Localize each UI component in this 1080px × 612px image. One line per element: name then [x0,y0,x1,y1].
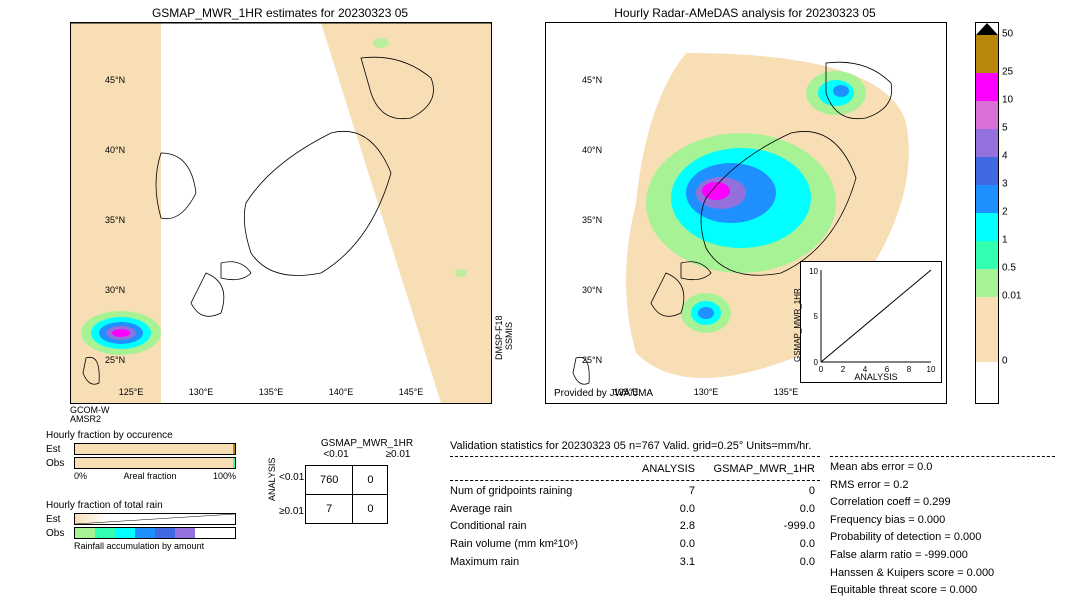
left-map-title: GSMAP_MWR_1HR estimates for 20230323 05 [70,6,490,20]
svg-text:40°N: 40°N [105,145,125,155]
right-map-provider: Provided by JWA/JMA [554,388,653,399]
left-map-panel: 125°E 130°E 135°E 140°E 145°E 45°N 40°N … [70,22,492,404]
colorbar-label: 0 [1002,356,1008,367]
val-col2: GSMAP_MWR_1HR [695,461,815,479]
colorbar-label: 10 [1002,95,1013,106]
colorbar-label: 0.5 [1002,263,1016,274]
validation-header: Validation statistics for 20230323 05 n=… [450,438,820,457]
right-map-title: Hourly Radar-AMeDAS analysis for 2023032… [545,6,945,20]
ct-cell-11: 0 [353,494,388,523]
colorbar-label: 4 [1002,151,1008,162]
svg-text:5: 5 [814,312,819,321]
contingency-table: 7600 70 [305,465,388,524]
colorbar-label: 5 [1002,123,1008,134]
ht-obs-label: Obs [46,528,74,539]
validation-stat: Correlation coeff = 0.299 [830,494,1055,512]
scatter-ylabel: GSMAP_MWR_1HR [793,288,802,362]
svg-text:8: 8 [907,365,912,374]
ct-cell-01: 0 [353,465,388,494]
svg-text:130°E: 130°E [189,387,214,397]
svg-text:45°N: 45°N [582,75,602,85]
left-map-right2: SSMIS [504,322,514,350]
colorbar-label: 50 [1002,29,1013,40]
ct-cell-10: 7 [306,494,353,523]
scatter-inset: 024 6810 0510 ANALYSIS GSMAP_MWR_1HR [800,261,942,383]
validation-stat: False alarm ratio = -999.000 [830,547,1055,565]
svg-text:40°N: 40°N [582,145,602,155]
validation-row: Average rain0.00.0 [450,501,820,519]
svg-text:135°E: 135°E [259,387,284,397]
svg-text:0: 0 [814,358,819,367]
svg-text:135°E: 135°E [774,387,799,397]
hf-est-label: Est [46,444,74,455]
svg-text:35°N: 35°N [582,215,602,225]
svg-text:25°N: 25°N [105,355,125,365]
ct-col1: ≥0.01 [367,449,429,460]
hf-obs-row: Obs [46,457,236,469]
hourly-fraction-title: Hourly fraction by occurence [46,430,236,441]
ht-est-row: Est [46,513,236,525]
validation-stat: RMS error = 0.2 [830,477,1055,495]
svg-text:10: 10 [927,365,936,374]
colorbar-label: 25 [1002,67,1013,78]
svg-text:45°N: 45°N [105,75,125,85]
validation-row: Conditional rain2.8-999.0 [450,518,820,536]
validation-stat: Frequency bias = 0.000 [830,512,1055,530]
svg-text:25°N: 25°N [582,355,602,365]
ct-col-header: GSMAP_MWR_1HR [305,438,429,449]
ct-row-header: ANALYSIS [267,487,277,501]
hf-est-row: Est [46,443,236,455]
hf-obs-label: Obs [46,458,74,469]
validation-left: Validation statistics for 20230323 05 n=… [450,438,820,571]
colorbar-label: 3 [1002,179,1008,190]
ht-obs-row: Obs [46,527,236,539]
validation-stat: Equitable threat score = 0.000 [830,582,1055,600]
colorbar [975,22,999,404]
validation-stat: Hanssen & Kuipers score = 0.000 [830,565,1055,583]
svg-text:145°E: 145°E [399,387,424,397]
left-map-svg: 125°E 130°E 135°E 140°E 145°E 45°N 40°N … [71,23,491,403]
ct-col0: <0.01 [305,449,367,460]
ht-footer: Rainfall accumulation by amount [74,541,236,551]
colorbar-label: 1 [1002,235,1008,246]
val-col1: ANALYSIS [615,461,695,479]
validation-row: Maximum rain3.10.0 [450,554,820,572]
validation-stat: Mean abs error = 0.0 [830,459,1055,477]
ct-row0: <0.01 [279,460,305,494]
svg-text:125°E: 125°E [119,387,144,397]
svg-text:10: 10 [809,267,818,276]
svg-text:0: 0 [819,365,824,374]
colorbar-label: 2 [1002,207,1008,218]
svg-text:35°N: 35°N [105,215,125,225]
hf-axis-label: Areal fraction [123,471,176,481]
validation-row: Rain volume (mm km²10⁶)0.00.0 [450,536,820,554]
ct-cell-00: 760 [306,465,353,494]
svg-text:30°N: 30°N [582,285,602,295]
validation-stat: Probability of detection = 0.000 [830,529,1055,547]
ht-est-label: Est [46,514,74,525]
left-map-footer2: AMSR2 [70,414,101,424]
svg-text:ANALYSIS: ANALYSIS [854,372,897,382]
hf-axis-left: 0% [74,471,87,481]
svg-text:2: 2 [841,365,846,374]
svg-text:125°E: 125°E [614,387,639,397]
right-map-panel: Provided by JWA/JMA 125°E 130°E 135°E 45… [545,22,947,404]
hf-axis-right: 100% [213,471,236,481]
svg-text:130°E: 130°E [694,387,719,397]
left-map-right1: DMSP-F18 [494,315,504,360]
hourly-total-title: Hourly fraction of total rain [46,500,236,511]
validation-row: Num of gridpoints raining70 [450,483,820,501]
colorbar-label: 0.01 [1002,291,1021,302]
svg-text:30°N: 30°N [105,285,125,295]
ct-row1: ≥0.01 [279,494,305,528]
validation-right: Mean abs error = 0.0RMS error = 0.2Corre… [830,454,1055,600]
svg-text:140°E: 140°E [329,387,354,397]
